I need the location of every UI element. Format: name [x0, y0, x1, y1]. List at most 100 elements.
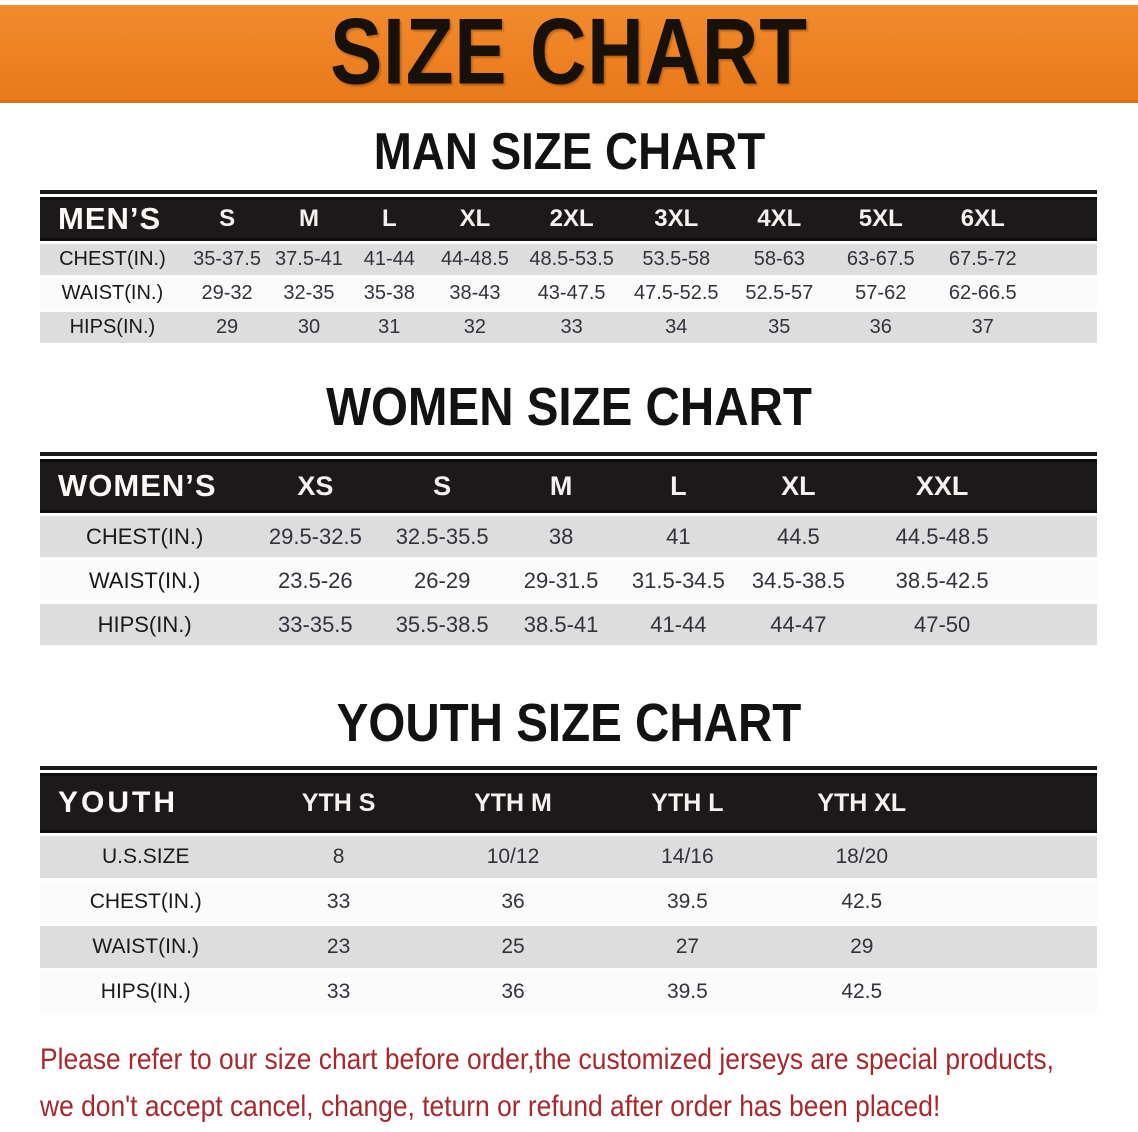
- womens-col-header-s: S: [381, 459, 503, 513]
- data-cell: 39.5: [600, 971, 775, 1013]
- mens-chest-row: CHEST(IN.) 35-37.5 37.5-41 41-44 44-48.5…: [40, 244, 1097, 275]
- womens-col-header-m: M: [502, 459, 620, 513]
- youth-col-header-s: YTH S: [251, 773, 426, 833]
- data-cell: 18/20: [774, 836, 949, 878]
- youth-section-title: YOUTH SIZE CHART: [0, 692, 1138, 754]
- data-cell: 58-63: [729, 244, 830, 275]
- row-label: WAIST(IN.): [40, 560, 250, 601]
- data-cell: 23.5-26: [249, 560, 382, 601]
- data-cell: 37: [932, 312, 1034, 343]
- spacer-cell: [1033, 312, 1097, 343]
- data-cell: 63-67.5: [829, 244, 933, 275]
- spacer-cell: [1033, 197, 1097, 241]
- data-cell: 41-44: [619, 604, 738, 645]
- women-section-title-text: WOMEN SIZE CHART: [326, 377, 812, 437]
- order-notice: Please refer to our size chart before or…: [40, 1036, 1131, 1130]
- data-cell: 36: [829, 312, 933, 343]
- mens-col-header-2xl: 2XL: [519, 197, 624, 241]
- womens-chest-row: CHEST(IN.) 29.5-32.5 32.5-35.5 38 41 44.…: [40, 516, 1097, 557]
- data-cell: 41: [619, 516, 738, 557]
- data-cell: 47-50: [859, 604, 1026, 645]
- man-section-title-text: MAN SIZE CHART: [373, 123, 765, 181]
- womens-header-row: WOMEN’S XS S M L XL XXL: [40, 459, 1097, 513]
- women-section-title: WOMEN SIZE CHART: [0, 376, 1138, 438]
- spacer-cell: [1025, 560, 1097, 601]
- data-cell: 41-44: [348, 244, 430, 275]
- spacer-cell: [948, 881, 1097, 923]
- order-notice-line1: Please refer to our size chart before or…: [40, 1043, 1054, 1076]
- data-cell: 42.5: [774, 971, 949, 1013]
- data-cell: 38.5-42.5: [859, 560, 1026, 601]
- data-cell: 29-31.5: [502, 560, 620, 601]
- data-cell: 35-37.5: [184, 244, 270, 275]
- man-section-title: MAN SIZE CHART: [0, 122, 1138, 182]
- womens-waist-row: WAIST(IN.) 23.5-26 26-29 29-31.5 31.5-34…: [40, 560, 1097, 601]
- mens-col-header-6xl: 6XL: [932, 197, 1034, 241]
- youth-col-header-xl: YTH XL: [774, 773, 949, 833]
- data-cell: 43-47.5: [519, 278, 624, 309]
- data-cell: 32: [429, 312, 520, 343]
- data-cell: 42.5: [774, 881, 949, 923]
- womens-size-table: WOMEN’S XS S M L XL XXL CHEST(IN.) 29.5-…: [40, 452, 1097, 648]
- data-cell: 26-29: [381, 560, 503, 601]
- mens-waist-row: WAIST(IN.) 29-32 32-35 35-38 38-43 43-47…: [40, 278, 1097, 309]
- youth-header-label: YOUTH: [40, 773, 252, 833]
- data-cell: 35.5-38.5: [381, 604, 503, 645]
- row-label: WAIST(IN.): [40, 278, 185, 309]
- mens-size-table: MEN’S S M L XL 2XL 3XL 4XL 5XL 6XL CHEST…: [40, 190, 1097, 346]
- spacer-cell: [948, 926, 1097, 968]
- spacer-cell: [948, 836, 1097, 878]
- data-cell: 29: [774, 926, 949, 968]
- data-cell: 57-62: [829, 278, 933, 309]
- mens-col-header-s: S: [184, 197, 270, 241]
- data-cell: 32.5-35.5: [381, 516, 503, 557]
- data-cell: 44-48.5: [429, 244, 520, 275]
- data-cell: 25: [425, 926, 601, 968]
- data-cell: 38.5-41: [502, 604, 620, 645]
- youth-hips-row: HIPS(IN.) 33 36 39.5 42.5: [40, 971, 1097, 1013]
- data-cell: 47.5-52.5: [623, 278, 730, 309]
- data-cell: 33-35.5: [249, 604, 382, 645]
- youth-chest-row: CHEST(IN.) 33 36 39.5 42.5: [40, 881, 1097, 923]
- mens-hips-row: HIPS(IN.) 29 30 31 32 33 34 35 36 37: [40, 312, 1097, 343]
- row-label: WAIST(IN.): [40, 926, 252, 968]
- womens-hips-row: HIPS(IN.) 33-35.5 35.5-38.5 38.5-41 41-4…: [40, 604, 1097, 645]
- data-cell: 44-47: [737, 604, 860, 645]
- spacer-cell: [948, 971, 1097, 1013]
- data-cell: 27: [600, 926, 775, 968]
- data-cell: 30: [269, 312, 349, 343]
- spacer-cell: [948, 773, 1097, 833]
- row-label: CHEST(IN.): [40, 881, 252, 923]
- data-cell: 38-43: [429, 278, 520, 309]
- data-cell: 33: [519, 312, 624, 343]
- data-cell: 31.5-34.5: [619, 560, 738, 601]
- data-cell: 36: [425, 971, 601, 1013]
- youth-header-row: YOUTH YTH S YTH M YTH L YTH XL: [40, 773, 1097, 833]
- mens-col-header-5xl: 5XL: [829, 197, 933, 241]
- data-cell: 52.5-57: [729, 278, 830, 309]
- data-cell: 67.5-72: [932, 244, 1034, 275]
- row-label: CHEST(IN.): [40, 244, 185, 275]
- banner-title: SIZE CHART: [330, 0, 808, 105]
- data-cell: 29.5-32.5: [249, 516, 382, 557]
- spacer-cell: [1033, 244, 1097, 275]
- spacer-cell: [1025, 516, 1097, 557]
- row-label: HIPS(IN.): [40, 971, 252, 1013]
- data-cell: 33: [251, 971, 426, 1013]
- data-cell: 32-35: [269, 278, 349, 309]
- banner: SIZE CHART: [0, 0, 1138, 105]
- mens-col-header-m: M: [269, 197, 349, 241]
- womens-col-header-xs: XS: [249, 459, 382, 513]
- womens-col-header-l: L: [619, 459, 738, 513]
- womens-header-label: WOMEN’S: [40, 459, 250, 513]
- mens-col-header-xl: XL: [429, 197, 520, 241]
- data-cell: 29: [184, 312, 270, 343]
- womens-col-header-xl: XL: [737, 459, 860, 513]
- youth-waist-row: WAIST(IN.) 23 25 27 29: [40, 926, 1097, 968]
- data-cell: 23: [251, 926, 426, 968]
- mens-col-header-3xl: 3XL: [623, 197, 730, 241]
- data-cell: 44.5-48.5: [859, 516, 1026, 557]
- data-cell: 48.5-53.5: [519, 244, 624, 275]
- row-label: CHEST(IN.): [40, 516, 250, 557]
